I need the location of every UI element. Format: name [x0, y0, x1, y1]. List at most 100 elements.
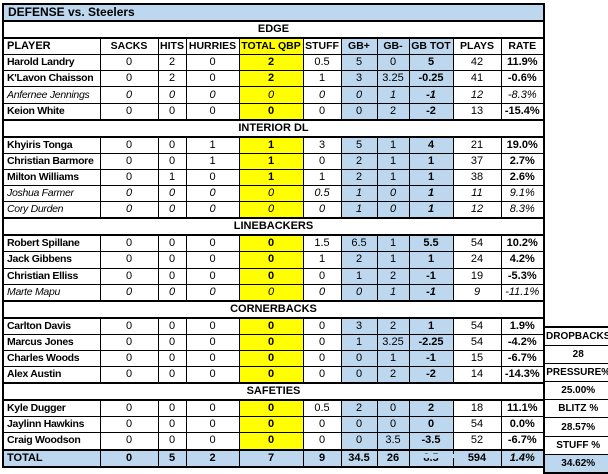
- stat-cell[interactable]: 0: [157, 283, 187, 302]
- stat-cell[interactable]: 0: [185, 366, 240, 384]
- total-label[interactable]: TOTAL: [2, 448, 101, 468]
- stat-cell[interactable]: 1: [408, 152, 454, 170]
- column-header[interactable]: SACKS: [99, 37, 159, 56]
- stat-cell[interactable]: 5: [340, 136, 378, 154]
- stat-cell[interactable]: 0: [99, 102, 159, 121]
- section-header[interactable]: EDGE: [2, 20, 545, 40]
- stat-cell[interactable]: 0: [302, 283, 342, 302]
- stat-cell[interactable]: 0: [185, 399, 240, 418]
- stat-cell[interactable]: 0: [238, 201, 304, 219]
- stat-cell[interactable]: 0: [302, 152, 342, 170]
- stat-cell[interactable]: 1: [376, 349, 410, 368]
- stat-cell[interactable]: 0: [185, 70, 240, 88]
- stat-cell[interactable]: 0: [157, 416, 187, 434]
- stat-cell[interactable]: 0: [376, 185, 410, 203]
- stat-cell[interactable]: 5: [340, 54, 378, 72]
- player-name[interactable]: Harold Landry: [2, 54, 101, 72]
- stat-cell[interactable]: 9: [452, 283, 502, 302]
- stat-cell[interactable]: 1: [376, 234, 410, 253]
- stat-cell[interactable]: 1: [185, 136, 240, 154]
- stat-cell[interactable]: 1: [185, 152, 240, 170]
- stat-cell[interactable]: 0.5: [302, 399, 342, 418]
- stat-cell[interactable]: 0: [185, 416, 240, 434]
- column-header[interactable]: GB+: [340, 37, 378, 56]
- stat-cell[interactable]: 0: [408, 416, 454, 434]
- stat-cell[interactable]: 4: [408, 136, 454, 154]
- stat-cell[interactable]: 0: [99, 333, 159, 351]
- stat-cell[interactable]: 54: [452, 234, 502, 253]
- stat-cell[interactable]: 0: [99, 168, 159, 187]
- stat-cell[interactable]: 2.7%: [500, 152, 545, 170]
- stat-cell[interactable]: 0: [99, 70, 159, 88]
- stat-cell[interactable]: 0: [99, 234, 159, 253]
- total-stat-cell[interactable]: 26: [376, 448, 410, 468]
- stat-cell[interactable]: 0: [99, 86, 159, 104]
- stat-cell[interactable]: -5.3%: [500, 267, 545, 285]
- stat-cell[interactable]: 12: [452, 86, 502, 104]
- stat-cell[interactable]: 12: [452, 201, 502, 219]
- stat-cell[interactable]: 8.3%: [500, 201, 545, 219]
- stat-cell[interactable]: 1: [238, 152, 304, 170]
- stat-cell[interactable]: 0: [238, 317, 304, 335]
- stat-cell[interactable]: 0: [340, 432, 378, 451]
- stat-cell[interactable]: 0: [157, 234, 187, 253]
- total-stat-cell[interactable]: 0: [99, 448, 159, 468]
- stat-cell[interactable]: 2: [340, 399, 378, 418]
- stat-cell[interactable]: -4.2%: [500, 333, 545, 351]
- player-name[interactable]: Anfernee Jennings: [2, 86, 101, 104]
- stat-cell[interactable]: 1: [340, 267, 378, 285]
- stat-cell[interactable]: 0: [99, 136, 159, 154]
- stat-cell[interactable]: 0: [185, 234, 240, 253]
- stat-cell[interactable]: 1: [340, 333, 378, 351]
- stat-cell[interactable]: 0: [157, 86, 187, 104]
- stat-cell[interactable]: 0: [99, 185, 159, 203]
- stat-cell[interactable]: 2: [376, 267, 410, 285]
- section-header[interactable]: LINEBACKERS: [2, 217, 545, 237]
- stat-cell[interactable]: 0: [157, 152, 187, 170]
- side-panel-cell[interactable]: 28.57%: [543, 417, 608, 437]
- stat-cell[interactable]: 0: [185, 283, 240, 302]
- stat-cell[interactable]: 0: [238, 86, 304, 104]
- stat-cell[interactable]: -1: [408, 267, 454, 285]
- stat-cell[interactable]: 0: [376, 416, 410, 434]
- stat-cell[interactable]: 1: [340, 201, 378, 219]
- stat-cell[interactable]: 0: [302, 432, 342, 451]
- player-name[interactable]: Milton Williams: [2, 168, 101, 187]
- stat-cell[interactable]: 0: [238, 333, 304, 351]
- stat-cell[interactable]: -1: [408, 86, 454, 104]
- stat-cell[interactable]: 0: [185, 168, 240, 187]
- stat-cell[interactable]: -14.3%: [500, 366, 545, 384]
- stat-cell[interactable]: 0: [157, 201, 187, 219]
- side-panel-cell[interactable]: DROPBACKS: [543, 326, 608, 347]
- stat-cell[interactable]: -2: [408, 366, 454, 384]
- player-name[interactable]: Joshua Farmer: [2, 185, 101, 203]
- stat-cell[interactable]: 0: [99, 366, 159, 384]
- stat-cell[interactable]: 0: [185, 102, 240, 121]
- player-name[interactable]: Keion White: [2, 102, 101, 121]
- column-header[interactable]: STUFF: [302, 37, 342, 56]
- player-name[interactable]: Charles Woods: [2, 349, 101, 368]
- stat-cell[interactable]: 0: [185, 349, 240, 368]
- stat-cell[interactable]: 0: [157, 349, 187, 368]
- total-stat-cell[interactable]: 8.5: [408, 448, 454, 468]
- stat-cell[interactable]: 0: [238, 366, 304, 384]
- stat-cell[interactable]: 1: [238, 136, 304, 154]
- stat-cell[interactable]: 11.1%: [500, 399, 545, 418]
- total-stat-cell[interactable]: 9: [302, 448, 342, 468]
- stat-cell[interactable]: 21: [452, 136, 502, 154]
- stat-cell[interactable]: 54: [452, 333, 502, 351]
- stat-cell[interactable]: 14: [452, 366, 502, 384]
- stat-cell[interactable]: 37: [452, 152, 502, 170]
- total-stat-cell[interactable]: 7: [238, 448, 304, 468]
- stat-cell[interactable]: 1: [157, 168, 187, 187]
- stat-cell[interactable]: 0: [99, 54, 159, 72]
- stat-cell[interactable]: 0: [185, 267, 240, 285]
- stat-cell[interactable]: 1: [238, 168, 304, 187]
- stat-cell[interactable]: 0: [157, 251, 187, 269]
- total-stat-cell[interactable]: 2: [185, 448, 240, 468]
- stat-cell[interactable]: 1: [376, 283, 410, 302]
- stat-cell[interactable]: -1: [408, 283, 454, 302]
- stat-cell[interactable]: 0: [340, 349, 378, 368]
- stat-cell[interactable]: -6.7%: [500, 432, 545, 451]
- stat-cell[interactable]: 0: [185, 432, 240, 451]
